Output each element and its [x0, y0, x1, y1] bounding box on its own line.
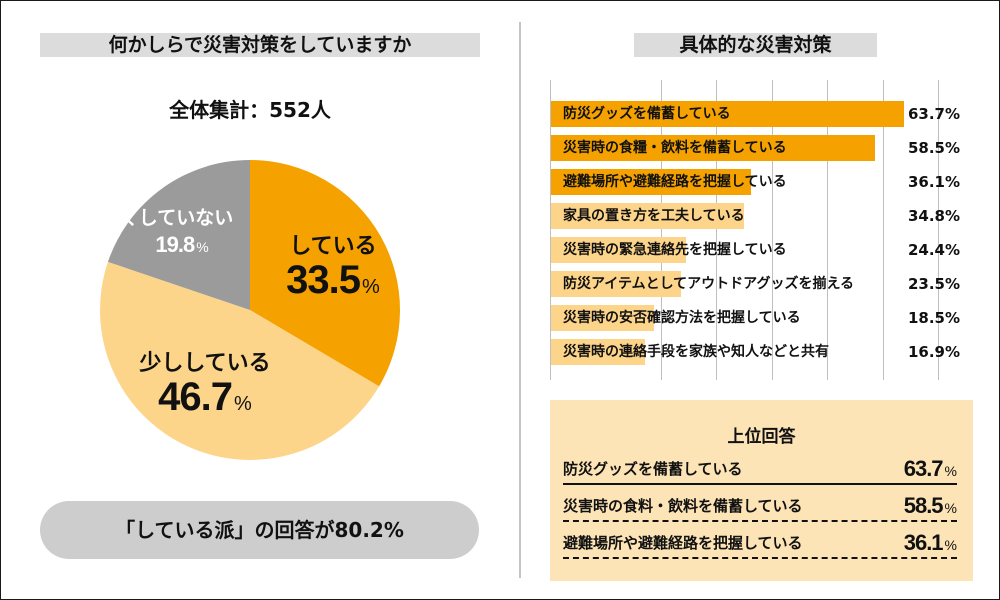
- panel-divider: [519, 22, 521, 578]
- pie-unit-somewhat: %: [234, 393, 252, 415]
- pie-label-doing-name: している: [289, 234, 377, 259]
- pie-slice-doing: [250, 160, 401, 387]
- bar-value-label: 24.4%: [907, 241, 960, 259]
- bar: [551, 237, 687, 263]
- top-answer-label: 避難場所や避難経路を把握している: [563, 534, 803, 552]
- bar: [551, 135, 876, 161]
- top-answers-box: 上位回答 防災グッズを備蓄している 63.7% 災害時の食料・飲料を備蓄している…: [550, 400, 973, 581]
- total-count: 全体集計：552人: [169, 98, 331, 122]
- bar-gridline: [716, 80, 718, 380]
- bar-gridline: [660, 80, 662, 380]
- top-answer-row: 防災グッズを備蓄している 63.7%: [563, 449, 957, 485]
- bar-value-label: 18.5%: [907, 309, 960, 327]
- bar-gridline: [771, 80, 773, 380]
- top-answer-value: 63.7: [903, 456, 944, 481]
- bar-gridline: [827, 80, 829, 380]
- bar-gridline: [938, 80, 939, 380]
- bar-value-label: 23.5%: [907, 275, 960, 293]
- pie-label-not-at-all: 全くしていない 19.8%: [92, 203, 242, 256]
- pie-label-doing: している 33.5%: [278, 228, 388, 300]
- bar: [551, 101, 905, 127]
- top-answer-value: 58.5: [903, 493, 944, 518]
- bar-value-label: 34.8%: [907, 207, 960, 225]
- bar-category-label: 災害時の食糧・飲料を備蓄している: [563, 140, 787, 156]
- pie-chart: [100, 160, 401, 460]
- top-answer-unit: %: [944, 500, 957, 516]
- bar-category-label: 家具の置き方を工夫している: [563, 208, 745, 224]
- top-answer-row: 災害時の食料・飲料を備蓄している 58.5%: [563, 486, 957, 522]
- bar-category-label: 災害時の安否確認方法を把握している: [563, 310, 801, 326]
- pie-slice-somewhat: [100, 261, 380, 460]
- top-answer-label: 防災グッズを備蓄している: [563, 460, 743, 478]
- pie-slice-not-at-all: [107, 160, 250, 310]
- bar: [551, 203, 744, 229]
- top-answer-row: 避難場所や避難経路を把握している 36.1%: [563, 523, 957, 559]
- bar: [551, 339, 645, 365]
- bar-value-label: 58.5%: [907, 139, 960, 157]
- top-answers-title: 上位回答: [727, 427, 796, 447]
- top-answer-value: 36.1: [903, 530, 944, 555]
- bar-value-label: 36.1%: [907, 173, 960, 191]
- bar-category-label: 防災アイテムとしてアウトドアグッズを揃える: [563, 276, 855, 292]
- bar: [551, 169, 752, 195]
- bar-category-label: 災害時の緊急連絡先を把握している: [563, 242, 787, 258]
- pie-label-somewhat-name: 少ししている: [139, 351, 271, 376]
- pie-value-doing: 33.5: [286, 258, 361, 302]
- summary-pill: 「している派」の回答が80.2%: [40, 501, 479, 559]
- bar: [551, 305, 654, 331]
- bar-value-label: 16.9%: [907, 343, 960, 361]
- bar-category-label: 災害時の連絡手段を家族や知人などと共有: [563, 344, 829, 360]
- pie-label-somewhat: 少ししている 46.7%: [130, 345, 280, 417]
- pie-value-not-at-all: 19.8: [155, 232, 195, 257]
- bar-category-label: 避難場所や避難経路を把握している: [563, 174, 787, 190]
- pie-value-somewhat: 46.7: [158, 375, 233, 419]
- bar-section-title: 具体的な災害対策: [634, 33, 877, 57]
- top-answer-unit: %: [944, 463, 957, 479]
- top-answer-unit: %: [944, 537, 957, 553]
- top-answer-label: 災害時の食料・飲料を備蓄している: [563, 497, 803, 515]
- pie-section-title: 何かしらで災害対策をしていますか: [40, 33, 480, 57]
- pie-unit-not-at-all: %: [196, 239, 209, 255]
- bar-chart: 防災グッズを備蓄している 63.7% 災害時の食糧・飲料を備蓄している 58.5% 避難…: [550, 80, 970, 380]
- bar-axis-line: [550, 80, 551, 380]
- pie-label-not-at-all-name: 全くしていない: [100, 207, 234, 229]
- bar-value-label: 63.7%: [907, 105, 960, 123]
- bar-category-label: 防災グッズを備蓄している: [563, 106, 731, 122]
- bar-gridline: [882, 80, 884, 380]
- bar: [551, 271, 682, 297]
- pie-unit-doing: %: [362, 276, 380, 298]
